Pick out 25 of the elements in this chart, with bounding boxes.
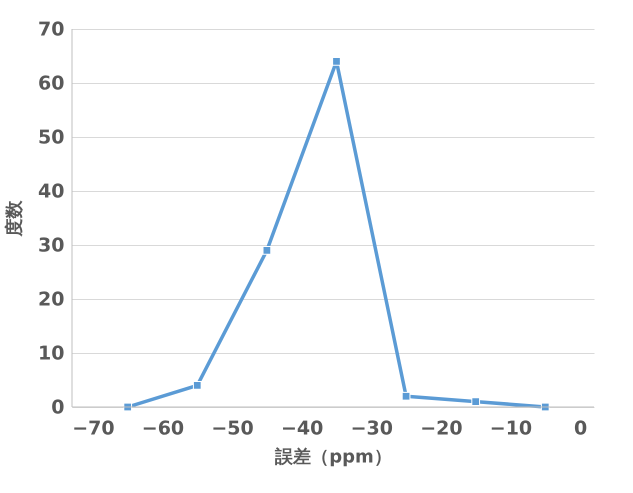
y-tick-label: 30 bbox=[38, 234, 64, 256]
point bbox=[540, 402, 550, 412]
y-tick-label: 20 bbox=[38, 288, 64, 310]
y-tick-label: 70 bbox=[38, 18, 64, 40]
point bbox=[402, 392, 410, 401]
x-tick-label: 0 bbox=[574, 418, 588, 440]
y-tick-label: 50 bbox=[38, 126, 64, 148]
y-tick-label: 0 bbox=[51, 396, 64, 418]
x-axis-title: 誤差（ppm） bbox=[274, 446, 392, 468]
point bbox=[262, 246, 272, 255]
x-tick-label: −20 bbox=[420, 418, 463, 440]
x-tick-label: −60 bbox=[142, 418, 184, 440]
x-tick-label: −70 bbox=[72, 418, 115, 440]
y-tick-label: 60 bbox=[38, 72, 64, 94]
x-tick-label: −30 bbox=[350, 418, 393, 440]
y-tick-label: 10 bbox=[38, 342, 64, 364]
point bbox=[471, 397, 480, 406]
y-axis-title: 度数 bbox=[4, 200, 26, 238]
x-tick-label: −10 bbox=[490, 418, 532, 440]
point bbox=[123, 402, 132, 412]
y-tick-label: 40 bbox=[38, 180, 64, 202]
x-tick-label: −50 bbox=[211, 418, 254, 440]
x-tick-label: −40 bbox=[280, 418, 324, 440]
point bbox=[332, 57, 341, 66]
point bbox=[192, 381, 202, 390]
